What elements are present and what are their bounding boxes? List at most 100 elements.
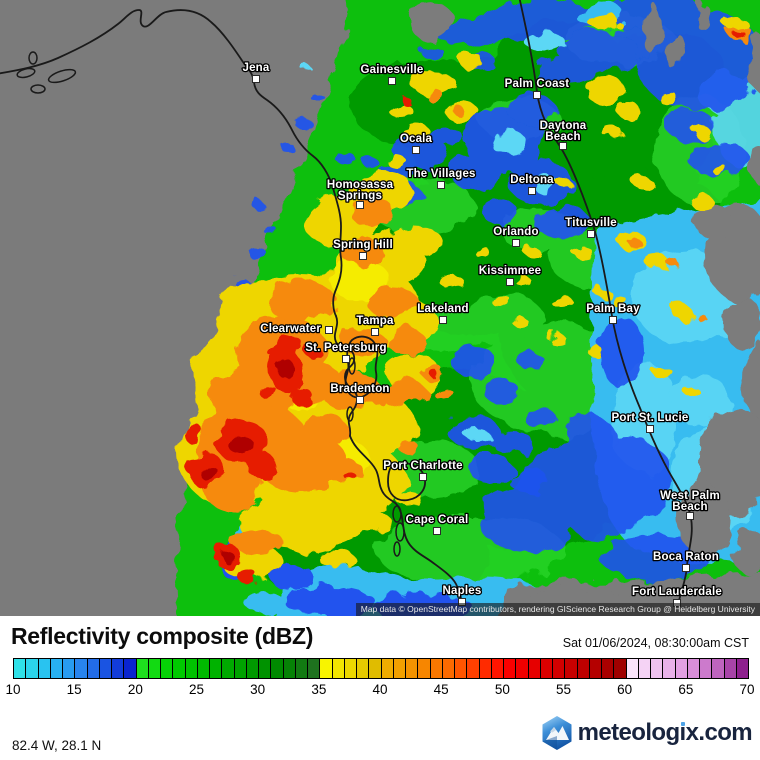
legend-cell (136, 659, 149, 678)
city-orlando: Orlando (492, 225, 540, 247)
city-label: Cape Coral (406, 514, 469, 526)
legend-cell (357, 659, 370, 678)
meteologix-logo[interactable]: meteologix.com (539, 714, 753, 752)
legend-cell (271, 659, 284, 678)
legend-cell (222, 659, 235, 678)
legend-cell (369, 659, 382, 678)
city-label: Lakeland (417, 303, 468, 315)
legend-cell (26, 659, 39, 678)
city-west-palm-beach: West Palm Beach (659, 489, 721, 520)
city-label: Naples (443, 585, 482, 597)
city-jena: Jena (241, 61, 271, 83)
legend-cell (614, 659, 627, 678)
legend-tick-label: 10 (5, 682, 21, 697)
legend-cell (638, 659, 651, 678)
legend-cell (393, 659, 406, 678)
city-marker (356, 201, 364, 209)
legend-cell (185, 659, 198, 678)
legend-cell (516, 659, 529, 678)
legend-cell (320, 659, 333, 678)
legend-cell (197, 659, 210, 678)
city-palm-bay: Palm Bay (585, 302, 641, 324)
legend-cell (344, 659, 357, 678)
legend-cell (565, 659, 578, 678)
legend-tick-label: 70 (739, 682, 755, 697)
legend-tick-label: 25 (188, 682, 205, 697)
city-ocala: Ocala (399, 132, 434, 154)
city-marker (528, 187, 536, 195)
legend-cell (712, 659, 725, 678)
legend-cell (479, 659, 492, 678)
legend-cell (161, 659, 174, 678)
city-palm-coast: Palm Coast (503, 77, 570, 99)
legend-cell (724, 659, 737, 678)
city-marker (412, 146, 420, 154)
city-label: Titusville (565, 217, 617, 229)
city-marker (356, 396, 364, 404)
city-label: Bradenton (330, 383, 389, 395)
city-label: West Palm Beach (660, 490, 720, 513)
barrier-islands (16, 51, 405, 557)
city-label: Kissimmee (479, 265, 542, 277)
legend-tick-label: 55 (555, 682, 572, 697)
city-label: Daytona Beach (540, 120, 587, 143)
city-tampa: Tampa (355, 314, 395, 336)
legend-cell (467, 659, 480, 678)
city-the-villages: The Villages (405, 167, 477, 189)
city-label: The Villages (406, 168, 475, 180)
city-marker (325, 326, 333, 334)
legend-cell (651, 659, 664, 678)
city-label: Palm Coast (505, 78, 570, 90)
legend-tick-label: 15 (66, 682, 82, 697)
legend-cell (504, 659, 517, 678)
city-marker (682, 564, 690, 572)
legend-cell (700, 659, 713, 678)
city-marker (388, 77, 396, 85)
radar-map-canvas[interactable]: Jena Gainesville Palm Coast Daytona Beach Oca… (0, 0, 760, 616)
color-scale-bar (13, 658, 749, 679)
legend-title: Reflectivity composite (dBZ) (11, 623, 314, 649)
legend-tick-label: 20 (127, 682, 143, 697)
map-attribution: Map data © OpenStreetMap contributors, r… (355, 603, 760, 616)
meteologix-logo-icon (542, 716, 572, 750)
city-marker (342, 355, 350, 363)
legend-cell (430, 659, 443, 678)
legend-cell (455, 659, 468, 678)
city-bradenton: Bradenton (329, 382, 391, 404)
pinellas-coastline (333, 315, 358, 437)
city-kissimmee: Kissimmee (477, 264, 542, 286)
cities-layer: Jena Gainesville Palm Coast Daytona Beach Oca… (241, 61, 723, 607)
city-marker (359, 252, 367, 260)
legend-cell (406, 659, 419, 678)
city-label: St. Petersburg (305, 342, 386, 354)
legend-cell (148, 659, 161, 678)
legend-cell (589, 659, 602, 678)
city-port-charlotte: Port Charlotte (382, 459, 464, 481)
legend-tick-label: 40 (372, 682, 388, 697)
city-marker (371, 328, 379, 336)
city-label: Tampa (356, 315, 394, 327)
legend-cell (332, 659, 345, 678)
legend-cell (418, 659, 431, 678)
city-marker (439, 316, 447, 324)
legend-cell (381, 659, 394, 678)
legend-cell (112, 659, 125, 678)
city-marker (559, 142, 567, 150)
city-label: Ocala (400, 133, 433, 145)
city-deltona: Deltona (509, 173, 555, 195)
city-label: Palm Bay (586, 303, 640, 315)
legend-cell (99, 659, 112, 678)
legend-cell (553, 659, 566, 678)
city-gainesville: Gainesville (359, 63, 425, 85)
city-marker (437, 181, 445, 189)
legend-cell (687, 659, 700, 678)
legend-cell (528, 659, 541, 678)
city-cape-coral: Cape Coral (404, 513, 469, 535)
color-scale-tick-labels: 10 15 20 25 30 35 40 45 50 55 60 65 70 (0, 682, 760, 698)
timestamp: Sat 01/06/2024, 08:30:00am CST (562, 636, 749, 650)
legend-cell (295, 659, 308, 678)
city-marker (609, 316, 617, 324)
city-marker (533, 91, 541, 99)
city-homosassa-springs: Homosassa Springs (326, 178, 395, 209)
legend-cell (87, 659, 100, 678)
